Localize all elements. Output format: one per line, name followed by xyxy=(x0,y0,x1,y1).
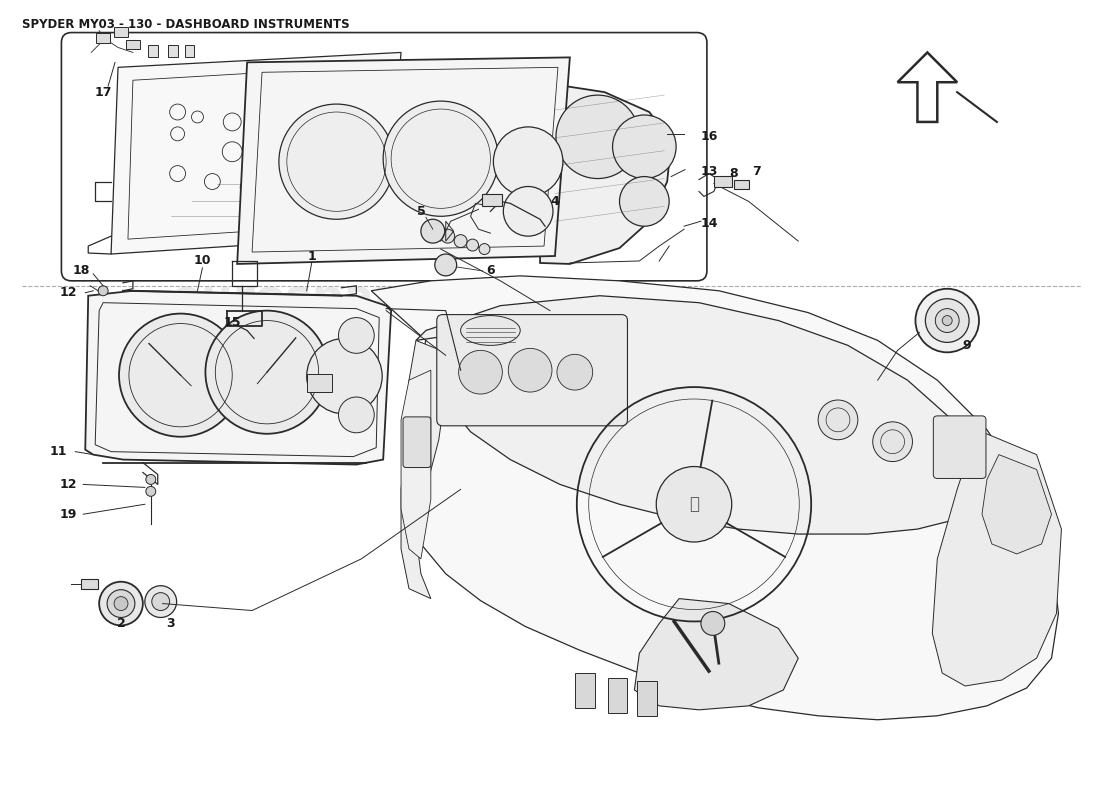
Text: 12: 12 xyxy=(59,286,77,299)
Text: 5: 5 xyxy=(417,205,426,218)
Circle shape xyxy=(613,115,676,178)
Text: 16: 16 xyxy=(701,130,717,143)
Text: eurospares: eurospares xyxy=(579,535,859,578)
FancyBboxPatch shape xyxy=(62,33,707,281)
Circle shape xyxy=(619,177,669,226)
Circle shape xyxy=(943,315,953,326)
Polygon shape xyxy=(81,578,98,589)
Bar xyxy=(307,374,331,392)
Bar xyxy=(167,46,177,58)
Text: 18: 18 xyxy=(73,265,90,278)
Text: 11: 11 xyxy=(50,445,67,458)
Circle shape xyxy=(98,286,108,296)
Text: 8: 8 xyxy=(729,167,738,180)
Text: 12: 12 xyxy=(59,478,77,491)
Text: 17: 17 xyxy=(95,86,112,98)
Circle shape xyxy=(466,239,478,251)
Polygon shape xyxy=(111,53,402,254)
Polygon shape xyxy=(402,341,446,598)
Circle shape xyxy=(925,298,969,342)
Circle shape xyxy=(557,354,593,390)
Circle shape xyxy=(307,338,382,414)
Circle shape xyxy=(454,234,467,247)
Circle shape xyxy=(818,400,858,440)
Polygon shape xyxy=(635,598,799,710)
Circle shape xyxy=(107,590,135,618)
Text: 6: 6 xyxy=(486,265,495,278)
Text: 3: 3 xyxy=(166,617,175,630)
Bar xyxy=(147,46,157,58)
Text: 🔱: 🔱 xyxy=(689,495,698,514)
Ellipse shape xyxy=(461,315,520,346)
Polygon shape xyxy=(898,53,957,122)
Text: 4: 4 xyxy=(551,195,559,208)
Circle shape xyxy=(701,611,725,635)
Text: 1: 1 xyxy=(307,250,316,262)
Circle shape xyxy=(504,186,553,236)
Bar xyxy=(185,46,195,58)
Circle shape xyxy=(339,397,374,433)
Bar xyxy=(96,33,110,42)
Bar xyxy=(607,678,627,713)
Circle shape xyxy=(119,314,242,437)
Bar xyxy=(637,681,658,716)
Polygon shape xyxy=(86,290,392,465)
Text: 15: 15 xyxy=(223,316,241,329)
Circle shape xyxy=(146,486,156,496)
Text: 19: 19 xyxy=(59,508,77,521)
Circle shape xyxy=(494,127,563,197)
Circle shape xyxy=(383,101,498,216)
Circle shape xyxy=(279,104,394,219)
Circle shape xyxy=(935,309,959,333)
Bar xyxy=(126,39,140,50)
Text: 9: 9 xyxy=(962,339,971,352)
Circle shape xyxy=(459,350,503,394)
FancyBboxPatch shape xyxy=(403,417,431,467)
Bar xyxy=(483,194,503,206)
FancyBboxPatch shape xyxy=(933,416,986,478)
Text: 14: 14 xyxy=(700,217,717,230)
Circle shape xyxy=(434,254,456,276)
Text: eurospares: eurospares xyxy=(170,278,452,320)
Circle shape xyxy=(145,586,177,618)
Bar xyxy=(734,179,749,190)
Circle shape xyxy=(872,422,913,462)
Circle shape xyxy=(152,593,169,610)
Circle shape xyxy=(146,474,156,485)
Polygon shape xyxy=(372,276,1058,720)
Circle shape xyxy=(99,582,143,626)
Circle shape xyxy=(508,348,552,392)
Text: 10: 10 xyxy=(194,254,211,267)
Text: SPYDER MY03 - 130 - DASHBOARD INSTRUMENTS: SPYDER MY03 - 130 - DASHBOARD INSTRUMENT… xyxy=(22,18,350,30)
Polygon shape xyxy=(238,58,570,264)
Circle shape xyxy=(206,310,329,434)
Bar xyxy=(114,26,128,37)
Polygon shape xyxy=(416,296,987,534)
Text: 13: 13 xyxy=(701,165,717,178)
Circle shape xyxy=(556,95,639,178)
Circle shape xyxy=(915,289,979,352)
Polygon shape xyxy=(402,370,431,559)
Circle shape xyxy=(478,243,490,254)
Circle shape xyxy=(339,318,374,354)
Circle shape xyxy=(441,229,454,243)
Polygon shape xyxy=(540,82,671,264)
Circle shape xyxy=(114,597,128,610)
Circle shape xyxy=(421,219,444,243)
Circle shape xyxy=(657,466,732,542)
Bar xyxy=(575,673,595,708)
Bar xyxy=(714,175,732,187)
FancyBboxPatch shape xyxy=(437,314,627,426)
Polygon shape xyxy=(933,430,1062,686)
Polygon shape xyxy=(982,454,1052,554)
Text: 7: 7 xyxy=(752,165,761,178)
Text: 2: 2 xyxy=(117,617,125,630)
